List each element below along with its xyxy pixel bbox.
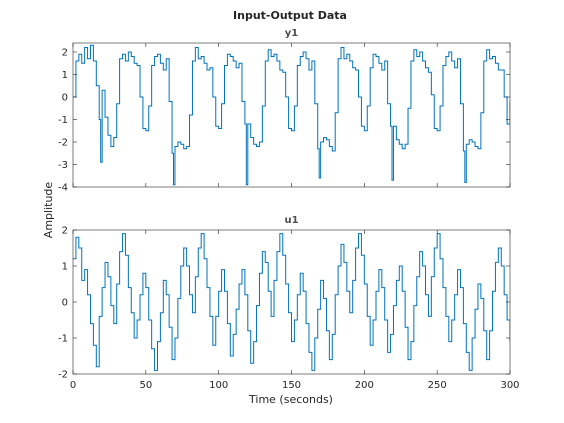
x-tick-label: 300 xyxy=(500,380,519,391)
plot-y1: y1 2 1 0 -1 -2 -3 -4 xyxy=(58,28,511,194)
series-line-y1 xyxy=(73,44,510,186)
y-tick-label: 0 xyxy=(62,93,68,104)
x-tick-label: 150 xyxy=(282,380,301,391)
y-tick-label: -2 xyxy=(58,370,68,381)
x-tick-label: 0 xyxy=(70,380,76,391)
axes-box-1 xyxy=(72,229,511,375)
y-tick-label: -3 xyxy=(58,160,68,171)
subplot-title-0: y1 xyxy=(285,28,299,39)
x-tick-label: 100 xyxy=(209,380,228,391)
x-tick-label: 50 xyxy=(139,380,152,391)
figure-title: Input-Output Data xyxy=(233,9,347,22)
x-axis-label: Time (seconds) xyxy=(248,393,333,406)
y-tick-label: -4 xyxy=(58,183,68,194)
axes-box-0 xyxy=(72,42,511,188)
y-tick-label: -1 xyxy=(58,115,68,126)
subplot-title-1: u1 xyxy=(284,215,298,226)
y-tick-label: 2 xyxy=(62,48,68,59)
y-tick-label: 1 xyxy=(62,262,68,273)
x-tick-label: 200 xyxy=(355,380,374,391)
series-line-u1 xyxy=(73,233,510,371)
y-tick-label: 1 xyxy=(62,70,68,81)
y-axis-label: Amplitude xyxy=(42,182,55,239)
y-tick-label: -1 xyxy=(58,334,68,345)
y-tick-label: 2 xyxy=(62,226,68,237)
x-tick-label: 250 xyxy=(428,380,447,391)
y-tick-label: -2 xyxy=(58,138,68,149)
y-tick-label: 0 xyxy=(62,298,68,309)
